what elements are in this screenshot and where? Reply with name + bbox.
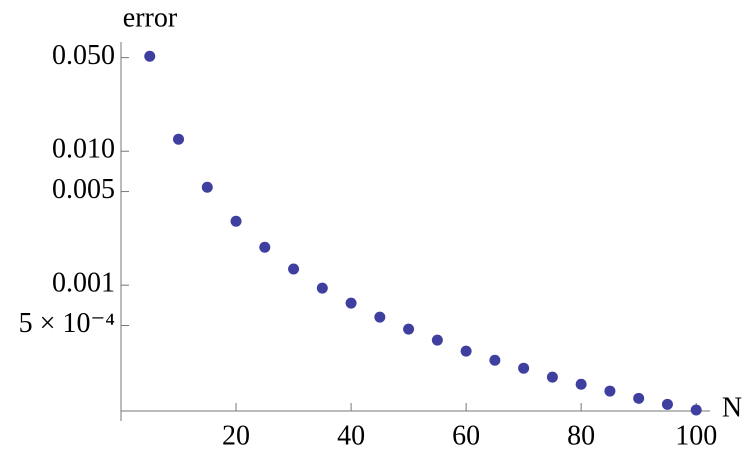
- x-tick-label: 100: [675, 420, 717, 451]
- y-tick-label: 5 × 10⁻⁴: [19, 308, 115, 339]
- point: [144, 50, 156, 62]
- point: [690, 404, 702, 416]
- point: [259, 241, 271, 253]
- point: [201, 181, 213, 193]
- point: [604, 385, 616, 397]
- x-tick-label: 60: [452, 420, 480, 451]
- y-tick-label: 0.050: [52, 40, 115, 71]
- x-tick-label: 40: [337, 420, 365, 451]
- point: [633, 392, 645, 404]
- point: [173, 133, 185, 145]
- point: [460, 345, 472, 357]
- x-tick-label: 20: [222, 420, 250, 451]
- y-tick-label: 0.001: [52, 268, 115, 299]
- point: [489, 354, 501, 366]
- point: [431, 334, 443, 346]
- point: [403, 323, 415, 335]
- point: [288, 263, 300, 275]
- point: [661, 398, 673, 410]
- x-axis-label: N: [722, 392, 742, 423]
- y-tick-label: 0.010: [52, 134, 115, 165]
- point: [575, 378, 587, 390]
- y-tick-label: 0.005: [52, 174, 115, 205]
- point: [518, 362, 530, 374]
- point: [345, 297, 357, 309]
- point: [546, 371, 558, 383]
- y-axis-label: error: [123, 2, 178, 33]
- point: [316, 282, 328, 294]
- point: [230, 215, 242, 227]
- point: [374, 311, 386, 323]
- x-tick-label: 80: [567, 420, 595, 451]
